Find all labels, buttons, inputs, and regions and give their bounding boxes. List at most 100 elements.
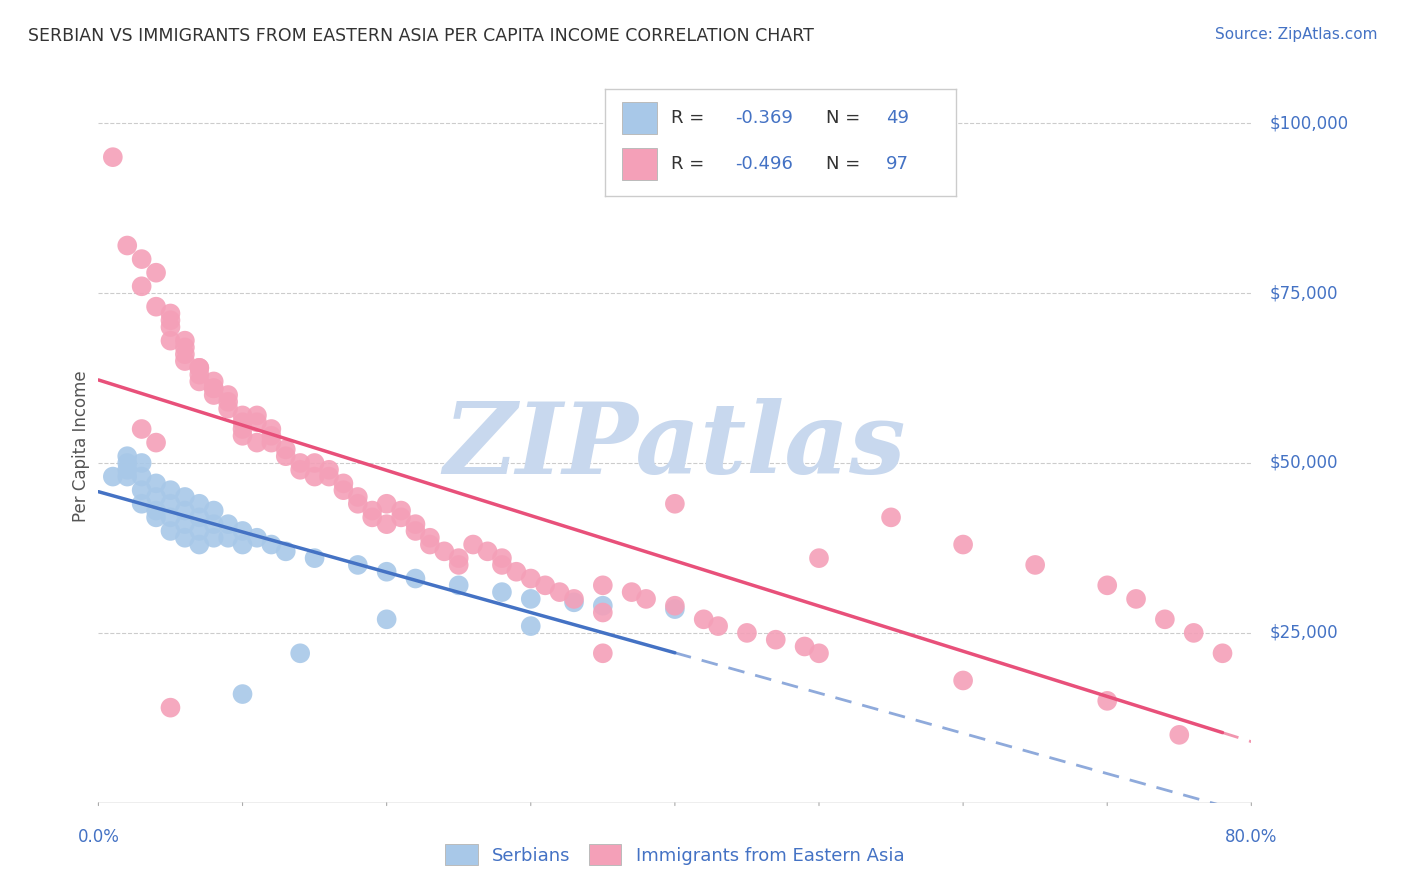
Point	[405, 524, 427, 538]
Point	[231, 537, 254, 551]
Point	[664, 497, 686, 511]
Text: ZIPatlas: ZIPatlas	[444, 398, 905, 494]
Point	[274, 442, 297, 457]
Point	[131, 279, 153, 293]
Point	[491, 585, 513, 599]
Point	[592, 599, 614, 613]
Point	[375, 497, 398, 511]
Point	[131, 252, 153, 266]
Point	[131, 497, 153, 511]
Point	[231, 429, 254, 443]
Text: -0.369: -0.369	[734, 109, 793, 127]
Point	[274, 544, 297, 558]
Point	[1097, 578, 1119, 592]
Point	[174, 341, 197, 355]
Point	[332, 476, 354, 491]
Point	[405, 517, 427, 532]
Point	[159, 700, 181, 714]
Point	[217, 394, 239, 409]
Point	[290, 646, 312, 660]
Point	[246, 435, 269, 450]
Point	[145, 510, 167, 524]
Text: 97: 97	[886, 155, 908, 173]
Point	[477, 544, 499, 558]
Point	[693, 612, 716, 626]
Point	[1168, 728, 1191, 742]
Point	[260, 422, 283, 436]
Point	[101, 150, 124, 164]
Point	[419, 537, 441, 551]
Point	[304, 551, 326, 566]
Text: N =: N =	[827, 155, 866, 173]
Point	[620, 585, 643, 599]
Point	[117, 463, 138, 477]
Text: R =: R =	[672, 155, 710, 173]
Point	[159, 483, 181, 498]
Point	[461, 537, 484, 551]
Point	[433, 544, 456, 558]
Point	[202, 375, 225, 389]
Point	[807, 551, 830, 566]
Point	[159, 306, 181, 320]
Point	[260, 429, 283, 443]
Point	[520, 572, 543, 586]
Point	[318, 469, 340, 483]
Point	[231, 409, 254, 423]
Text: -0.496: -0.496	[734, 155, 793, 173]
Legend: Serbians, Immigrants from Eastern Asia: Serbians, Immigrants from Eastern Asia	[439, 837, 911, 872]
Text: $100,000: $100,000	[1270, 114, 1348, 132]
Point	[231, 524, 254, 538]
Point	[491, 558, 513, 572]
Point	[1182, 626, 1205, 640]
Point	[159, 510, 181, 524]
Point	[117, 449, 138, 463]
Point	[202, 517, 225, 532]
Point	[375, 565, 398, 579]
Point	[188, 537, 211, 551]
Point	[188, 524, 211, 538]
Point	[202, 503, 225, 517]
Point	[217, 517, 239, 532]
Point	[217, 388, 239, 402]
Point	[188, 375, 211, 389]
Point	[174, 334, 197, 348]
Point	[188, 360, 211, 375]
Point	[131, 422, 153, 436]
Point	[880, 510, 903, 524]
Point	[174, 531, 197, 545]
FancyBboxPatch shape	[623, 102, 658, 134]
Point	[332, 483, 354, 498]
Point	[188, 368, 211, 382]
Text: Source: ZipAtlas.com: Source: ZipAtlas.com	[1215, 27, 1378, 42]
Point	[159, 524, 181, 538]
Point	[735, 626, 758, 640]
Point	[491, 551, 513, 566]
Point	[202, 531, 225, 545]
Point	[145, 476, 167, 491]
Point	[145, 490, 167, 504]
Point	[290, 456, 312, 470]
Y-axis label: Per Capita Income: Per Capita Income	[72, 370, 90, 522]
Point	[231, 687, 254, 701]
Point	[562, 595, 585, 609]
Point	[145, 435, 167, 450]
Point	[520, 619, 543, 633]
Point	[174, 517, 197, 532]
Point	[246, 415, 269, 429]
Point	[159, 334, 181, 348]
Point	[389, 503, 412, 517]
Point	[202, 381, 225, 395]
Point	[117, 456, 138, 470]
Point	[159, 313, 181, 327]
Point	[520, 591, 543, 606]
Point	[592, 578, 614, 592]
Point	[505, 565, 527, 579]
Point	[260, 537, 283, 551]
Point	[188, 360, 211, 375]
Point	[346, 558, 368, 572]
Point	[807, 646, 830, 660]
Text: $50,000: $50,000	[1270, 454, 1339, 472]
Point	[592, 606, 614, 620]
Point	[664, 599, 686, 613]
Point	[202, 381, 225, 395]
